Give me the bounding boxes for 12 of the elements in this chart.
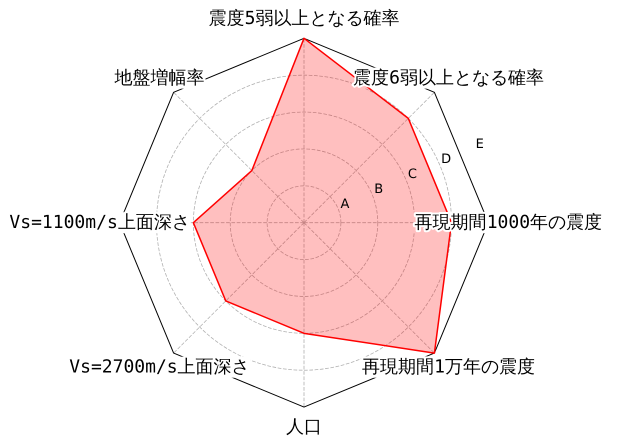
y-tick-label: C xyxy=(408,166,417,182)
spoke-label: Vs=2700m/s上面深さ xyxy=(69,356,250,378)
y-tick-label: A xyxy=(340,196,350,212)
spoke-label: 震度6弱以上となる確率 xyxy=(353,68,544,89)
spoke-label: Vs=1100m/s上面深さ xyxy=(9,212,190,234)
y-tick-label: B xyxy=(374,182,384,197)
spoke-label: 地盤増幅率 xyxy=(113,68,204,89)
spoke-label: 人口 xyxy=(286,416,322,438)
spoke-label: 再現期間1万年の震度 xyxy=(362,356,535,378)
y-tick-label: E xyxy=(476,136,484,152)
y-tick-label: D xyxy=(441,152,452,167)
spoke-label: 震度5弱以上となる確率 xyxy=(208,8,400,29)
